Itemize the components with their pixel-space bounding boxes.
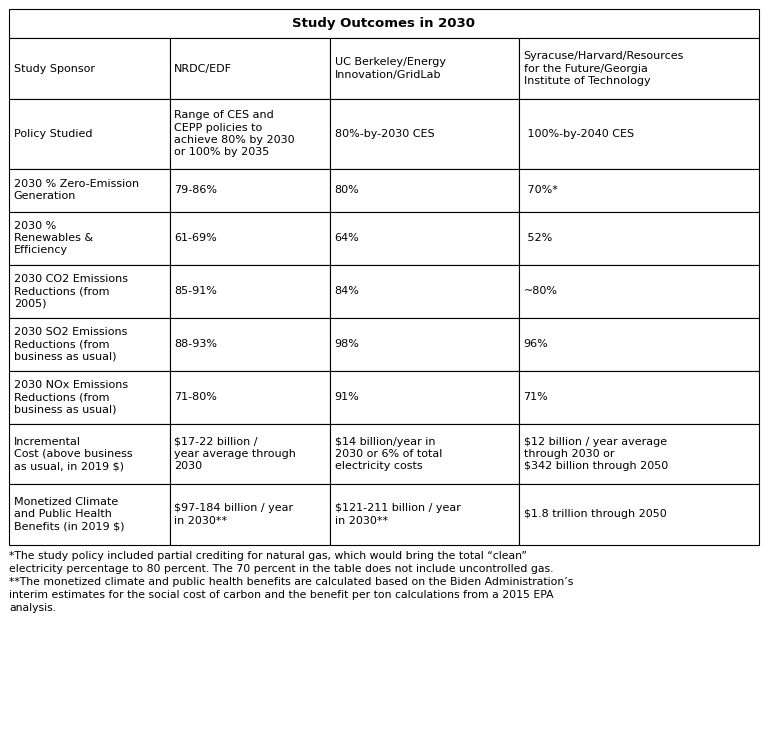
Text: $14 billion/year in
2030 or 6% of total
electricity costs: $14 billion/year in 2030 or 6% of total … <box>335 436 442 472</box>
Bar <box>9 99 170 169</box>
Text: NRDC/EDF: NRDC/EDF <box>174 63 232 74</box>
Bar <box>330 318 519 371</box>
Bar <box>330 265 519 318</box>
Text: Syracuse/Harvard/Resources
for the Future/Georgia
Institute of Technology: Syracuse/Harvard/Resources for the Futur… <box>524 51 684 86</box>
Text: Range of CES and
CEPP policies to
achieve 80% by 2030
or 100% by 2035: Range of CES and CEPP policies to achiev… <box>174 110 295 158</box>
Bar <box>519 169 759 212</box>
Text: 2030 SO2 Emissions
Reductions (from
business as usual): 2030 SO2 Emissions Reductions (from busi… <box>14 326 127 362</box>
Text: ~80%: ~80% <box>524 286 558 296</box>
Bar <box>519 371 759 424</box>
Bar <box>9 484 170 545</box>
Text: 2030 % Zero-Emission
Generation: 2030 % Zero-Emission Generation <box>14 179 139 201</box>
Text: *The study policy included partial crediting for natural gas, which would bring : *The study policy included partial credi… <box>9 551 574 613</box>
Bar <box>519 38 759 99</box>
Text: $97-184 billion / year
in 2030**: $97-184 billion / year in 2030** <box>174 503 293 525</box>
Bar <box>170 318 330 371</box>
Bar <box>330 212 519 265</box>
Bar <box>519 265 759 318</box>
Text: 2030 CO2 Emissions
Reductions (from
2005): 2030 CO2 Emissions Reductions (from 2005… <box>14 273 127 309</box>
Bar <box>519 318 759 371</box>
Text: 2030 NOx Emissions
Reductions (from
business as usual): 2030 NOx Emissions Reductions (from busi… <box>14 380 128 415</box>
Text: 84%: 84% <box>335 286 359 296</box>
Bar <box>170 371 330 424</box>
Bar <box>9 38 170 99</box>
Bar <box>170 38 330 99</box>
Bar <box>9 371 170 424</box>
Bar <box>170 484 330 545</box>
Text: Policy Studied: Policy Studied <box>14 129 92 139</box>
Text: 88-93%: 88-93% <box>174 339 217 349</box>
Bar <box>519 484 759 545</box>
Text: 98%: 98% <box>335 339 359 349</box>
Text: $1.8 trillion through 2050: $1.8 trillion through 2050 <box>524 509 667 520</box>
Bar <box>170 212 330 265</box>
Bar <box>9 424 170 484</box>
Text: 85-91%: 85-91% <box>174 286 217 296</box>
Text: $17-22 billion /
year average through
2030: $17-22 billion / year average through 20… <box>174 436 296 472</box>
Bar <box>330 484 519 545</box>
Text: 96%: 96% <box>524 339 548 349</box>
Bar <box>330 38 519 99</box>
Text: 52%: 52% <box>524 233 551 243</box>
Bar <box>9 265 170 318</box>
Text: Monetized Climate
and Public Health
Benefits (in 2019 $): Monetized Climate and Public Health Bene… <box>14 497 124 532</box>
Bar <box>9 9 759 38</box>
Text: $121-211 billion / year
in 2030**: $121-211 billion / year in 2030** <box>335 503 461 525</box>
Text: 79-86%: 79-86% <box>174 185 217 195</box>
Bar <box>519 424 759 484</box>
Bar <box>9 169 170 212</box>
Text: 100%-by-2040 CES: 100%-by-2040 CES <box>524 129 634 139</box>
Text: 71%: 71% <box>524 392 548 402</box>
Text: 61-69%: 61-69% <box>174 233 217 243</box>
Bar <box>519 212 759 265</box>
Bar <box>330 424 519 484</box>
Bar <box>170 424 330 484</box>
Text: 91%: 91% <box>335 392 359 402</box>
Text: Study Sponsor: Study Sponsor <box>14 63 94 74</box>
Bar <box>330 169 519 212</box>
Bar <box>519 99 759 169</box>
Text: 2030 %
Renewables &
Efficiency: 2030 % Renewables & Efficiency <box>14 220 93 256</box>
Text: 80%-by-2030 CES: 80%-by-2030 CES <box>335 129 434 139</box>
Text: 71-80%: 71-80% <box>174 392 217 402</box>
Text: 80%: 80% <box>335 185 359 195</box>
Text: $12 billion / year average
through 2030 or
$342 billion through 2050: $12 billion / year average through 2030 … <box>524 436 668 472</box>
Bar <box>170 169 330 212</box>
Bar <box>9 212 170 265</box>
Text: Incremental
Cost (above business
as usual, in 2019 $): Incremental Cost (above business as usua… <box>14 436 132 472</box>
Text: 70%*: 70%* <box>524 185 558 195</box>
Bar <box>170 99 330 169</box>
Text: 64%: 64% <box>335 233 359 243</box>
Text: Study Outcomes in 2030: Study Outcomes in 2030 <box>293 17 475 30</box>
Text: UC Berkeley/Energy
Innovation/GridLab: UC Berkeley/Energy Innovation/GridLab <box>335 57 445 80</box>
Bar <box>330 371 519 424</box>
Bar <box>9 318 170 371</box>
Bar <box>330 99 519 169</box>
Bar <box>170 265 330 318</box>
